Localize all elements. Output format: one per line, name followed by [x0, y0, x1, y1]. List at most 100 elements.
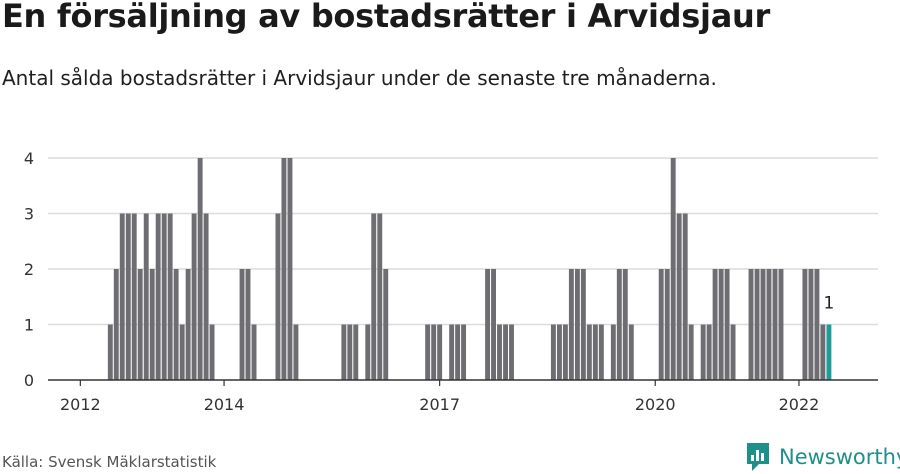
- bar: [586, 324, 592, 380]
- bar: [431, 324, 437, 380]
- bar: [556, 324, 562, 380]
- bar: [682, 213, 688, 380]
- bar: [712, 269, 718, 380]
- bar: [245, 269, 251, 380]
- bar: [251, 324, 257, 380]
- bar: [293, 324, 299, 380]
- bar: [658, 269, 664, 380]
- bar: [598, 324, 604, 380]
- bar: [155, 213, 161, 380]
- bar: [730, 324, 736, 380]
- bar: [622, 269, 628, 380]
- y-tick-label: 0: [24, 371, 34, 390]
- bar: [688, 324, 694, 380]
- source-note: Källa: Svensk Mäklarstatistik: [2, 453, 217, 471]
- bar: [125, 213, 131, 380]
- bar: [550, 324, 556, 380]
- y-tick-label: 3: [24, 205, 34, 224]
- highlight-bar: [826, 324, 832, 380]
- bar: [580, 269, 586, 380]
- bar: [143, 213, 149, 380]
- bar: [676, 213, 682, 380]
- bar: [766, 269, 772, 380]
- labels: 0 1 2 3 4 1 2012 2014 2017 2020 2022: [24, 149, 835, 414]
- bar: [562, 324, 568, 380]
- bar: [113, 269, 119, 380]
- chart-title: En försäljning av bostadsrätter i Arvids…: [2, 0, 770, 35]
- bar: [706, 324, 712, 380]
- y-tick-label: 4: [24, 149, 34, 168]
- newsworthy-logo[interactable]: Newsworthy: [745, 441, 900, 473]
- bar: [700, 324, 706, 380]
- bar: [616, 269, 622, 380]
- bar: [610, 324, 616, 380]
- bar: [497, 324, 502, 380]
- bar: [203, 213, 209, 380]
- bar: [179, 324, 185, 380]
- bar: [173, 269, 179, 380]
- bar: [191, 213, 197, 380]
- bar: [287, 158, 293, 380]
- highlight-bar-label: 1: [824, 294, 835, 314]
- bar: [365, 324, 371, 380]
- bar: [383, 269, 389, 380]
- bar: [670, 158, 676, 380]
- x-tick-label: 2022: [779, 395, 820, 414]
- bar: [107, 324, 113, 380]
- x-tick-label: 2017: [419, 395, 460, 414]
- bar: [281, 158, 287, 380]
- bar: [353, 324, 359, 380]
- bar: [772, 269, 778, 380]
- bar: [718, 269, 724, 380]
- bar: [760, 269, 766, 380]
- bar: [197, 158, 203, 380]
- bar: [455, 324, 461, 380]
- bar: [491, 269, 496, 380]
- bar: [131, 213, 137, 380]
- bar: [239, 269, 245, 380]
- x-tick-label: 2012: [60, 395, 101, 414]
- axes: [48, 379, 878, 386]
- bar: [425, 324, 431, 380]
- bar: [628, 324, 634, 380]
- bar: [377, 213, 383, 380]
- bar: [664, 269, 670, 380]
- bar: [808, 269, 814, 380]
- bar: [185, 269, 191, 380]
- bar: [161, 213, 167, 380]
- bar: [814, 269, 820, 380]
- bar: [341, 324, 347, 380]
- x-tick-label: 2014: [204, 395, 245, 414]
- y-tick-label: 2: [24, 260, 34, 279]
- bar: [778, 269, 784, 380]
- bar: [592, 324, 598, 380]
- bar: [820, 324, 826, 380]
- bar: [485, 269, 491, 380]
- bar: [275, 213, 281, 380]
- bar: [137, 269, 143, 380]
- bar: [119, 213, 125, 380]
- logo-text: Newsworthy: [779, 445, 900, 469]
- bar: [167, 213, 173, 380]
- bar: [748, 269, 754, 380]
- bar: [724, 269, 730, 380]
- chart-subtitle: Antal sålda bostadsrätter i Arvidsjaur u…: [2, 66, 717, 90]
- bar: [437, 324, 443, 380]
- bar: [509, 324, 514, 380]
- bar: [754, 269, 760, 380]
- newsworthy-logo-icon: [747, 443, 769, 471]
- bar: [568, 269, 574, 380]
- bar: [371, 213, 377, 380]
- x-tick-label: 2020: [635, 395, 676, 414]
- bar: [574, 269, 580, 380]
- bar: [149, 269, 155, 380]
- bar: [802, 269, 808, 380]
- bar: [209, 324, 215, 380]
- bar: [449, 324, 455, 380]
- bar: [461, 324, 467, 380]
- bar: [503, 324, 508, 380]
- y-tick-label: 1: [24, 316, 34, 335]
- bar: [347, 324, 353, 380]
- bars: [107, 158, 832, 380]
